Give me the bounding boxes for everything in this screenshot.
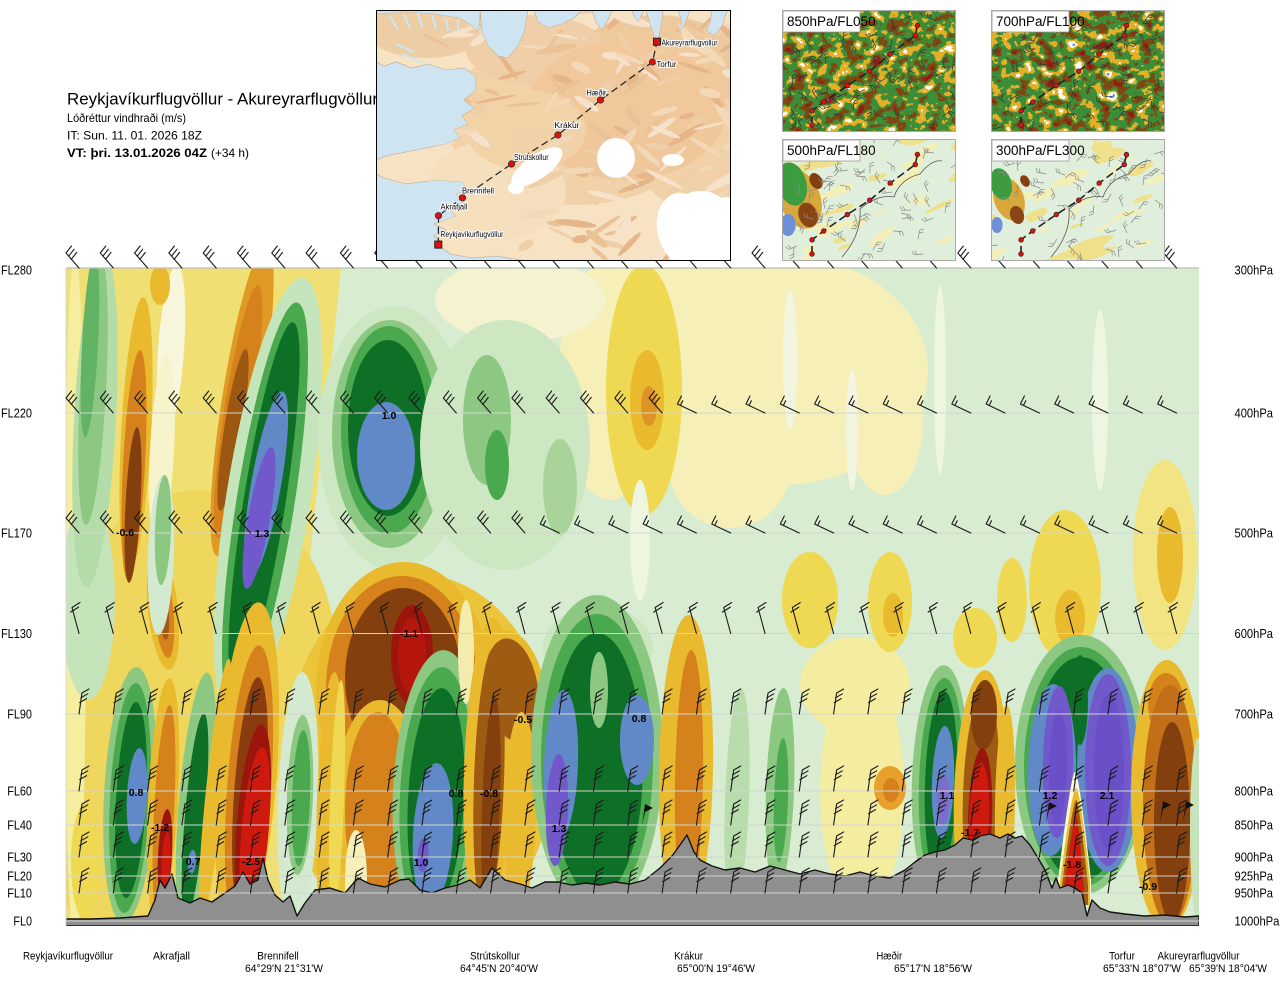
svg-text:Lóðréttur vindhraði (m/s): Lóðréttur vindhraði (m/s) [67, 111, 186, 125]
svg-text:500hPa/FL180: 500hPa/FL180 [787, 143, 876, 158]
svg-text:FL280: FL280 [1, 263, 32, 278]
svg-text:FL170: FL170 [1, 526, 32, 541]
svg-text:-2.5: -2.5 [242, 856, 260, 868]
svg-text:2.1: 2.1 [1100, 790, 1115, 802]
svg-text:Krákur: Krákur [674, 951, 703, 963]
svg-text:1.3: 1.3 [255, 528, 270, 540]
svg-text:Akureyrarflugvöllur: Akureyrarflugvöllur [662, 38, 718, 47]
svg-text:-0.9: -0.9 [1139, 881, 1157, 893]
svg-text:700hPa: 700hPa [1235, 707, 1274, 722]
svg-text:950hPa: 950hPa [1235, 886, 1274, 901]
svg-text:IT: Sun. 11. 01. 2026 18Z: IT: Sun. 11. 01. 2026 18Z [67, 129, 202, 143]
svg-text:300hPa/FL300: 300hPa/FL300 [996, 143, 1085, 158]
svg-text:64°45'N 20°40'W: 64°45'N 20°40'W [460, 963, 539, 975]
svg-text:Torfur: Torfur [1109, 951, 1135, 963]
svg-text:Akrafjall: Akrafjall [153, 951, 190, 963]
svg-text:FL130: FL130 [1, 626, 32, 641]
svg-text:FL60: FL60 [7, 784, 32, 799]
svg-text:65°00'N 19°46'W: 65°00'N 19°46'W [677, 963, 756, 975]
svg-text:Strútskollur: Strútskollur [514, 153, 549, 162]
svg-text:Reykjavíkurflugvöllur - Akurey: Reykjavíkurflugvöllur - Akureyrarflugvöl… [67, 90, 378, 109]
svg-text:0.8: 0.8 [449, 788, 464, 800]
svg-text:1000hPa: 1000hPa [1235, 914, 1280, 929]
svg-text:1.0: 1.0 [382, 410, 397, 422]
svg-text:Reykjavíkurflugvöllur: Reykjavíkurflugvöllur [441, 230, 504, 239]
svg-text:Akureyrarflugvöllur: Akureyrarflugvöllur [1158, 951, 1240, 963]
svg-text:-0.6: -0.6 [116, 527, 134, 539]
svg-text:FL10: FL10 [7, 886, 32, 901]
svg-text:64°29'N 21°31'W: 64°29'N 21°31'W [245, 963, 324, 975]
svg-text:FL30: FL30 [7, 850, 32, 865]
svg-text:1.1: 1.1 [940, 790, 955, 802]
svg-text:850hPa/FL050: 850hPa/FL050 [787, 14, 876, 29]
svg-text:700hPa/FL100: 700hPa/FL100 [996, 14, 1085, 29]
svg-text:800hPa: 800hPa [1235, 784, 1274, 799]
svg-text:-0.5: -0.5 [514, 714, 532, 726]
svg-text:900hPa: 900hPa [1235, 850, 1274, 865]
svg-text:0.7: 0.7 [186, 856, 201, 868]
svg-text:0.8: 0.8 [129, 787, 144, 799]
svg-text:65°17'N 18°56'W: 65°17'N 18°56'W [894, 963, 973, 975]
svg-text:-1.8: -1.8 [1063, 859, 1081, 871]
svg-text:-0.8: -0.8 [480, 788, 498, 800]
svg-text:-1.1: -1.1 [400, 628, 418, 640]
svg-text:925hPa: 925hPa [1235, 869, 1274, 884]
svg-text:FL20: FL20 [7, 869, 32, 884]
svg-text:1.3: 1.3 [552, 823, 567, 835]
svg-text:-1.2: -1.2 [151, 822, 169, 834]
svg-text:Hæðir: Hæðir [587, 88, 607, 97]
svg-text:500hPa: 500hPa [1235, 526, 1274, 541]
svg-text:Brennifell: Brennifell [462, 186, 494, 195]
svg-text:1.2: 1.2 [1043, 790, 1058, 802]
svg-text:400hPa: 400hPa [1235, 406, 1274, 421]
svg-text:Reykjavíkurflugvöllur: Reykjavíkurflugvöllur [23, 951, 113, 963]
svg-text:850hPa: 850hPa [1235, 818, 1274, 833]
svg-text:Strútskollur: Strútskollur [470, 951, 520, 963]
svg-text:-1.7: -1.7 [961, 827, 979, 839]
svg-text:65°39'N 18°04'W: 65°39'N 18°04'W [1189, 963, 1268, 975]
svg-text:Hæðir: Hæðir [877, 951, 903, 963]
svg-text:600hPa: 600hPa [1235, 626, 1274, 641]
svg-text:Krákur: Krákur [555, 120, 580, 129]
svg-text:Torfur: Torfur [657, 60, 677, 69]
svg-text:FL40: FL40 [7, 818, 32, 833]
svg-text:65°33'N 18°07'W: 65°33'N 18°07'W [1103, 963, 1182, 975]
svg-text:300hPa: 300hPa [1235, 263, 1274, 278]
svg-text:FL90: FL90 [7, 707, 32, 722]
svg-text:1.0: 1.0 [414, 857, 429, 869]
svg-text:Akrafjall: Akrafjall [441, 202, 468, 211]
svg-text:0.8: 0.8 [632, 713, 647, 725]
svg-text:VT: þri. 13.01.2026 04Z: VT: þri. 13.01.2026 04Z [67, 146, 207, 160]
svg-text:FL220: FL220 [1, 406, 32, 421]
svg-text:(+34 h): (+34 h) [211, 146, 249, 160]
svg-text:FL0: FL0 [13, 914, 32, 929]
svg-text:Brennifell: Brennifell [257, 951, 299, 963]
